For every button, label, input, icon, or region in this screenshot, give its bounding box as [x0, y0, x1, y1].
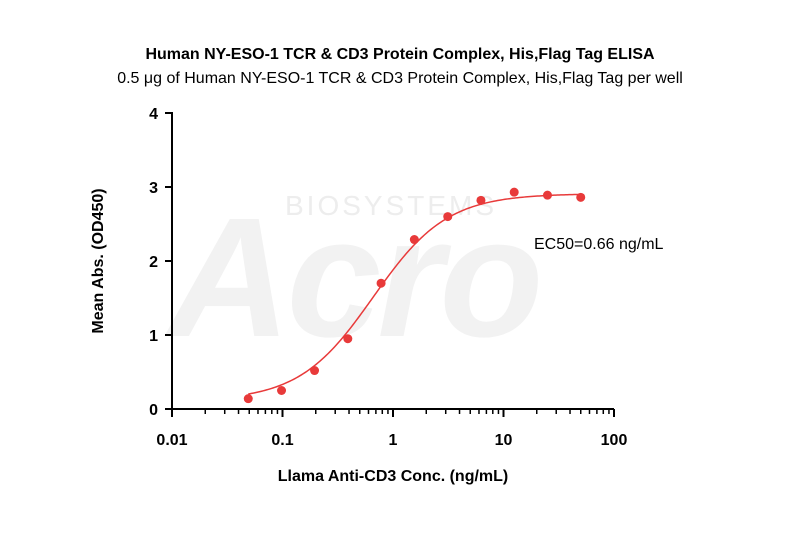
x-tick-label: 0.1 — [271, 432, 293, 449]
data-point — [576, 192, 586, 202]
y-tick-label: 3 — [149, 180, 158, 197]
data-point — [409, 235, 419, 245]
data-point — [310, 366, 320, 376]
y-tick-label: 1 — [149, 328, 158, 345]
data-point — [476, 195, 486, 205]
data-point — [376, 278, 386, 288]
fit-curve — [248, 193, 581, 395]
x-axis-label: Llama Anti-CD3 Conc. (ng/mL) — [278, 468, 509, 485]
x-tick-label: 0.01 — [156, 432, 187, 449]
y-tick-label: 0 — [149, 402, 158, 419]
ec50-annotation: EC50=0.66 ng/mL — [534, 236, 664, 253]
data-point — [443, 212, 453, 222]
x-tick-label: 10 — [495, 432, 513, 449]
data-point — [243, 394, 253, 404]
data-point — [277, 386, 287, 395]
data-point — [343, 334, 353, 344]
data-point — [509, 187, 519, 197]
chart-subtitle: 0.5 μg of Human NY-ESO-1 TCR & CD3 Prote… — [117, 70, 683, 87]
x-tick-label: 1 — [389, 432, 398, 449]
y-tick-label: 4 — [149, 106, 158, 123]
chart-title: Human NY-ESO-1 TCR & CD3 Protein Complex… — [145, 46, 655, 63]
y-tick-label: 2 — [149, 254, 158, 271]
data-point — [542, 190, 552, 200]
x-tick-label: 100 — [601, 432, 628, 449]
y-axis-label: Mean Abs. (OD450) — [90, 188, 107, 333]
